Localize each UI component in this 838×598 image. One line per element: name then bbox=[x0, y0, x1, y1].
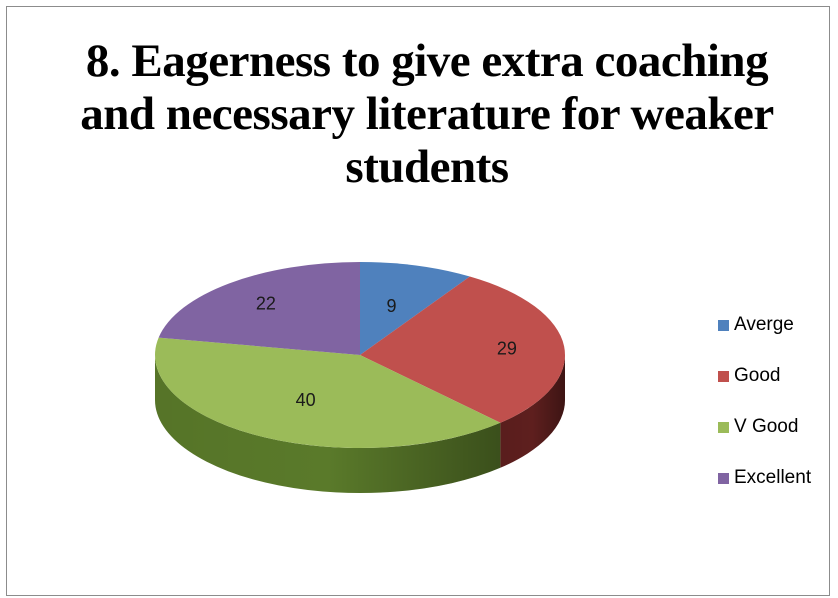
legend-entry-v-good: V Good bbox=[718, 416, 799, 437]
legend-label-averge: Averge bbox=[734, 314, 794, 335]
chart-title: 8. Eagerness to give extra coaching and … bbox=[80, 35, 774, 193]
legend-label-v-good: V Good bbox=[734, 416, 799, 437]
legend-label-good: Good bbox=[734, 365, 781, 386]
legend-entry-averge: Averge bbox=[718, 314, 794, 335]
pie-data-labels: 9 29 40 22 bbox=[256, 293, 517, 409]
chart-area: 8. Eagerness to give extra coaching and … bbox=[6, 6, 830, 596]
pie-slice-good bbox=[360, 276, 565, 423]
legend-swatch-averge bbox=[718, 319, 729, 331]
pie-sides bbox=[155, 355, 565, 493]
pie-slice-excellent bbox=[158, 262, 360, 355]
legend-swatch-v-good bbox=[718, 421, 729, 433]
pie-slice-averge bbox=[360, 262, 470, 355]
pie-side-shade-v-good bbox=[155, 355, 501, 493]
legend-swatch-good bbox=[718, 370, 729, 382]
legend-entry-good: Good bbox=[718, 365, 781, 386]
data-label-averge: 9 bbox=[386, 296, 396, 316]
data-label-excellent: 22 bbox=[256, 293, 276, 313]
legend-swatch-excellent bbox=[718, 472, 729, 484]
pie-slice-v-good bbox=[155, 337, 501, 448]
pie-side-shade-good bbox=[500, 355, 565, 468]
data-label-v-good: 40 bbox=[296, 390, 316, 410]
pie-tops bbox=[155, 262, 565, 448]
data-label-good: 29 bbox=[497, 339, 517, 359]
legend-entry-excellent: Excellent bbox=[718, 467, 812, 488]
legend-label-excellent: Excellent bbox=[734, 467, 812, 488]
